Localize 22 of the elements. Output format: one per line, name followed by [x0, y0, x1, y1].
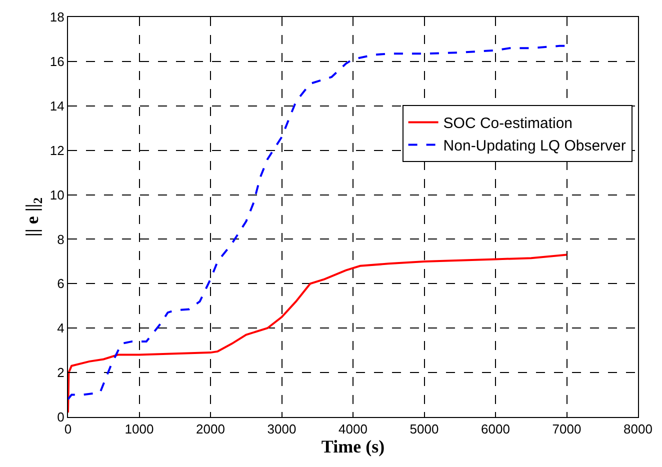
x-tick-label: 4000 — [338, 422, 368, 437]
y-tick-label: 10 — [50, 187, 64, 202]
x-tick-label: 6000 — [481, 422, 510, 437]
y-tick-label: 18 — [50, 10, 64, 25]
y-tick-label: 6 — [57, 276, 64, 292]
x-tick-label: 2000 — [196, 422, 225, 437]
x-axis-title: Time (s) — [321, 436, 385, 457]
y-tick-label: 2 — [57, 365, 64, 380]
line-series — [68, 254, 568, 414]
legend-label: SOC Co-estimation — [443, 115, 573, 132]
x-tick-label: 8000 — [624, 422, 652, 437]
y-tick-label: 8 — [57, 232, 64, 247]
y-tick-label: 14 — [50, 98, 64, 114]
y-tick-label: 16 — [50, 54, 64, 69]
x-tick-label: 7000 — [552, 422, 582, 437]
y-tick-label: 12 — [50, 142, 64, 158]
x-tick-label: 3000 — [267, 422, 296, 437]
x-tick-label: 1000 — [124, 422, 154, 437]
y-tick-label: 0 — [57, 410, 64, 425]
y-tick-label: 4 — [57, 320, 64, 336]
x-tick-label: 5000 — [410, 422, 439, 437]
legend-label: Non-Updating LQ Observer — [443, 138, 626, 155]
